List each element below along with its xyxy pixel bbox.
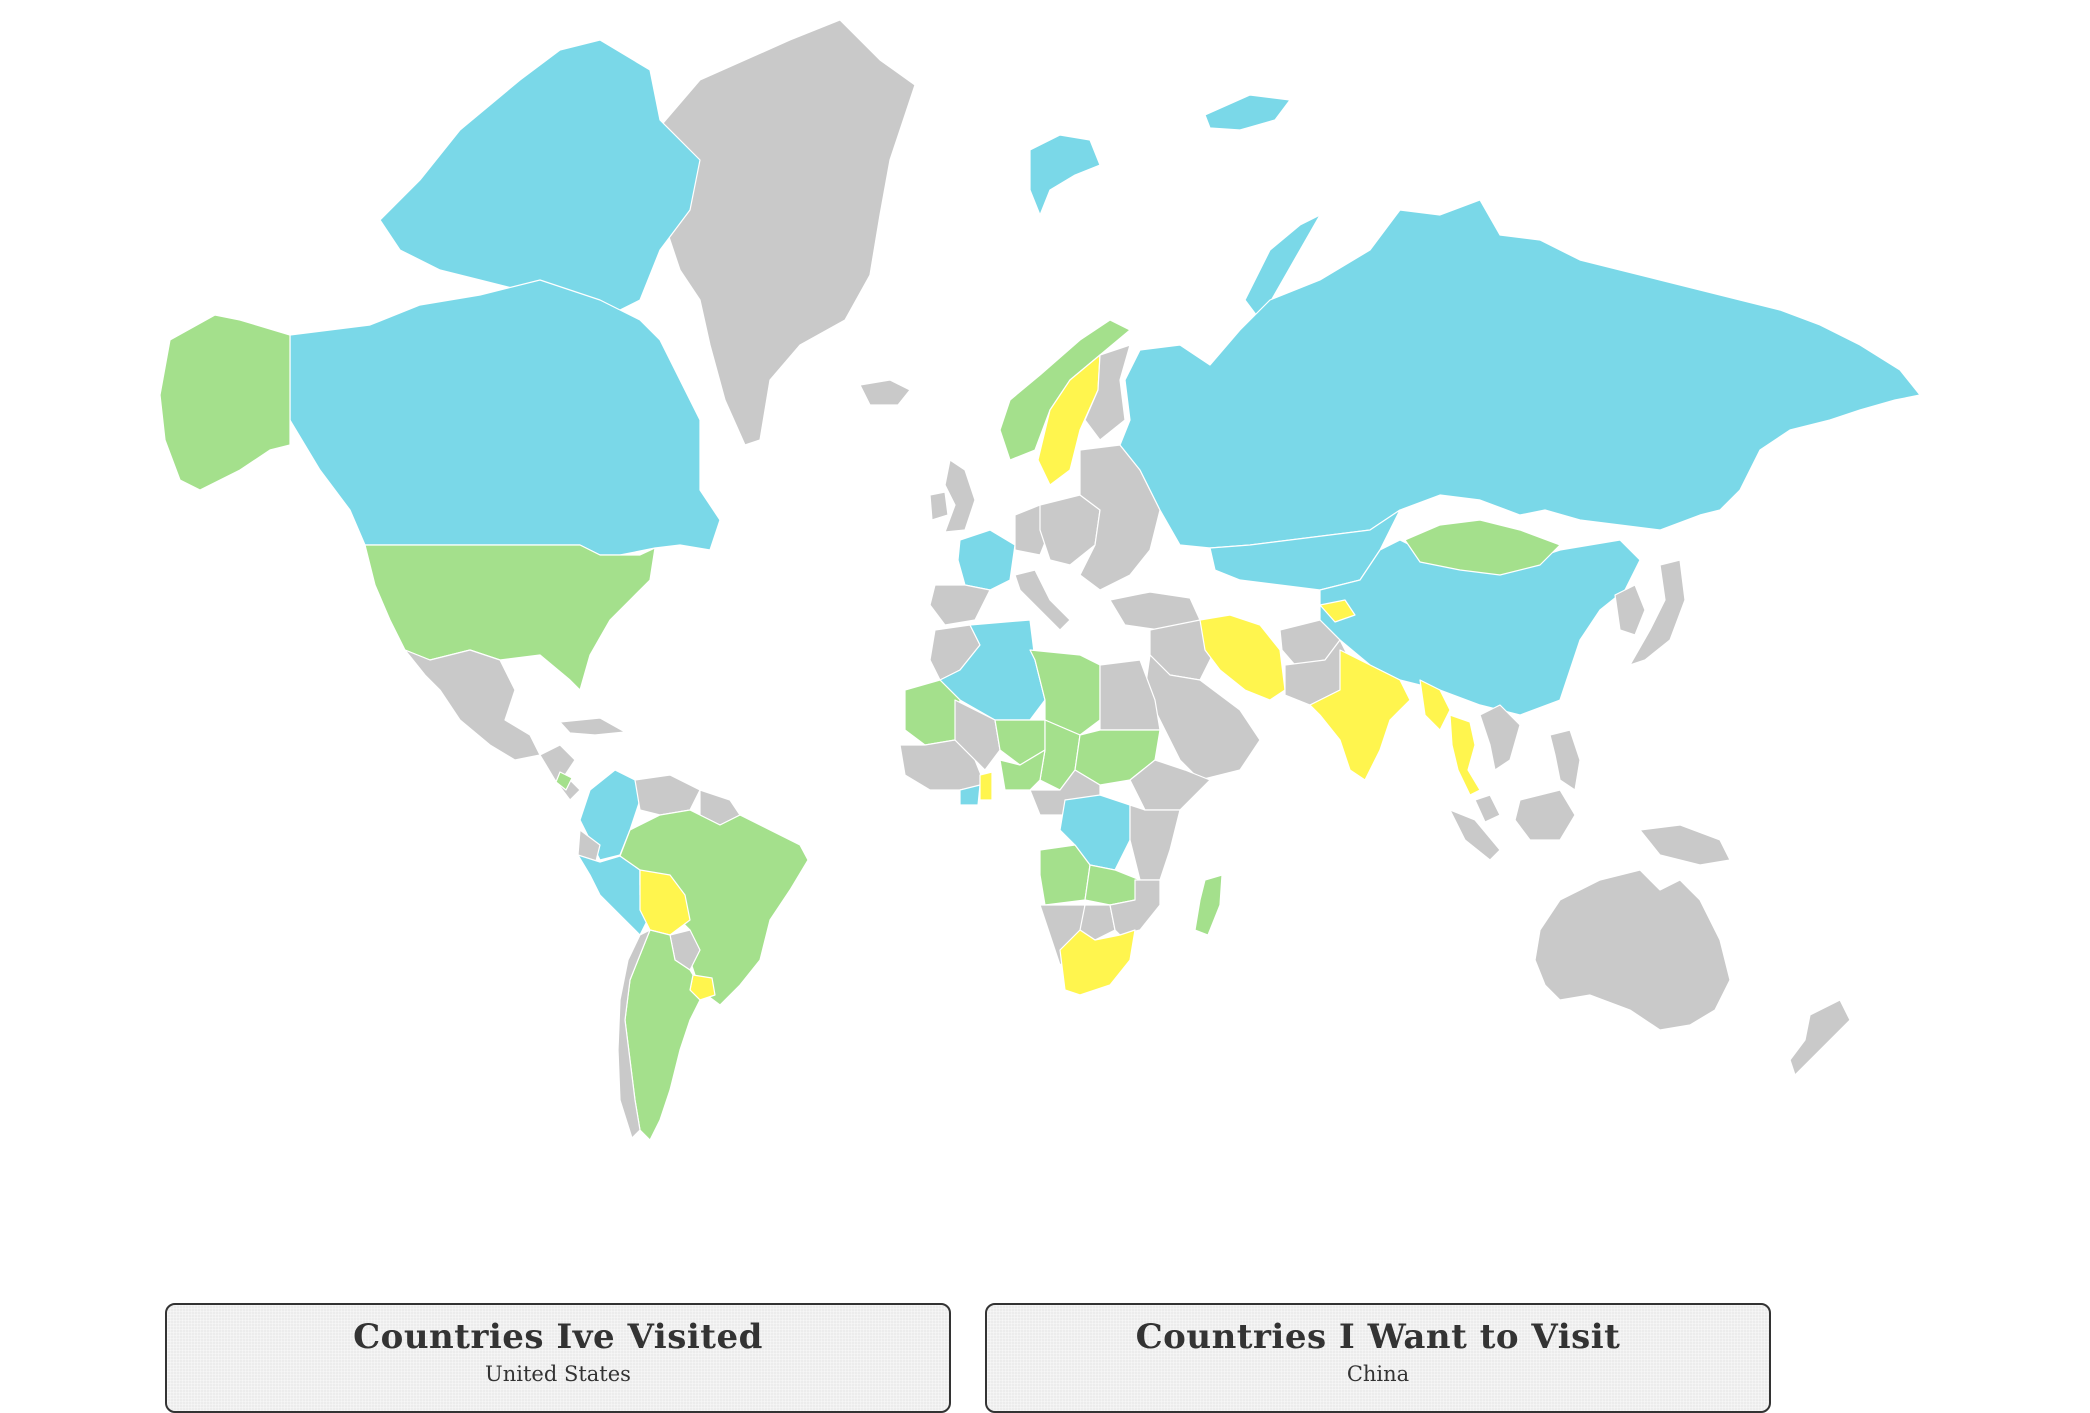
Thailand[interactable] xyxy=(1449,714,1481,796)
want-panel-title: Countries I Want to Visit xyxy=(1135,1317,1621,1357)
Botswana[interactable] xyxy=(1079,904,1116,941)
Mexico[interactable] xyxy=(404,649,541,761)
Iran[interactable] xyxy=(1199,614,1286,701)
Spain[interactable] xyxy=(929,584,991,626)
Australia[interactable] xyxy=(1534,869,1731,1031)
Bolivia[interactable] xyxy=(639,869,691,936)
Sumatra[interactable] xyxy=(1449,809,1501,861)
Alaska[interactable] xyxy=(159,314,291,491)
Borneo[interactable] xyxy=(1514,789,1576,841)
New Guinea[interactable] xyxy=(1639,824,1731,866)
Japan[interactable] xyxy=(1629,559,1686,666)
visited-panel-title: Countries Ive Visited xyxy=(353,1317,763,1357)
Franz Josef Land[interactable] xyxy=(1204,94,1291,131)
Ivory Coast[interactable] xyxy=(959,784,981,806)
Nigeria[interactable] xyxy=(999,749,1046,791)
Mongolia[interactable] xyxy=(1404,519,1561,576)
want-country-item: China xyxy=(1346,1362,1410,1386)
India[interactable] xyxy=(1309,649,1411,781)
United Kingdom[interactable] xyxy=(944,459,976,533)
visited-countries-panel: Countries Ive Visited United States xyxy=(165,1303,951,1413)
Vietnam[interactable] xyxy=(1479,704,1521,771)
Venezuela[interactable] xyxy=(634,774,701,816)
Philippines[interactable] xyxy=(1549,729,1581,791)
Svalbard[interactable] xyxy=(1029,134,1101,216)
Madagascar[interactable] xyxy=(1194,874,1223,936)
Egypt[interactable] xyxy=(1099,659,1161,731)
South Africa[interactable] xyxy=(1059,929,1136,996)
Costa Rica[interactable] xyxy=(555,771,573,791)
New Zealand[interactable] xyxy=(1789,999,1851,1076)
Russia[interactable] xyxy=(1119,199,1921,549)
Ghana[interactable] xyxy=(979,771,993,801)
Zambia[interactable] xyxy=(1084,864,1141,906)
United States[interactable] xyxy=(364,544,656,691)
France[interactable] xyxy=(957,529,1016,591)
want-to-visit-panel: Countries I Want to Visit China xyxy=(985,1303,1771,1413)
Malaysia[interactable] xyxy=(1474,794,1501,823)
Cuba[interactable] xyxy=(559,717,626,736)
Ireland[interactable] xyxy=(929,491,949,521)
Nepal[interactable] xyxy=(1319,599,1356,623)
Italy[interactable] xyxy=(1014,569,1071,631)
visited-country-item: United States xyxy=(485,1362,631,1386)
Myanmar[interactable] xyxy=(1419,679,1451,731)
East Africa[interactable] xyxy=(1129,804,1181,881)
Canada[interactable] xyxy=(289,279,721,556)
Korea[interactable] xyxy=(1614,584,1646,636)
world-map xyxy=(159,19,1921,1141)
Greenland[interactable] xyxy=(629,19,916,446)
Chile[interactable] xyxy=(617,929,651,1139)
Iceland[interactable] xyxy=(859,379,911,406)
Finland[interactable] xyxy=(1084,344,1131,441)
Canadian Arctic Archipelago[interactable] xyxy=(379,39,701,321)
